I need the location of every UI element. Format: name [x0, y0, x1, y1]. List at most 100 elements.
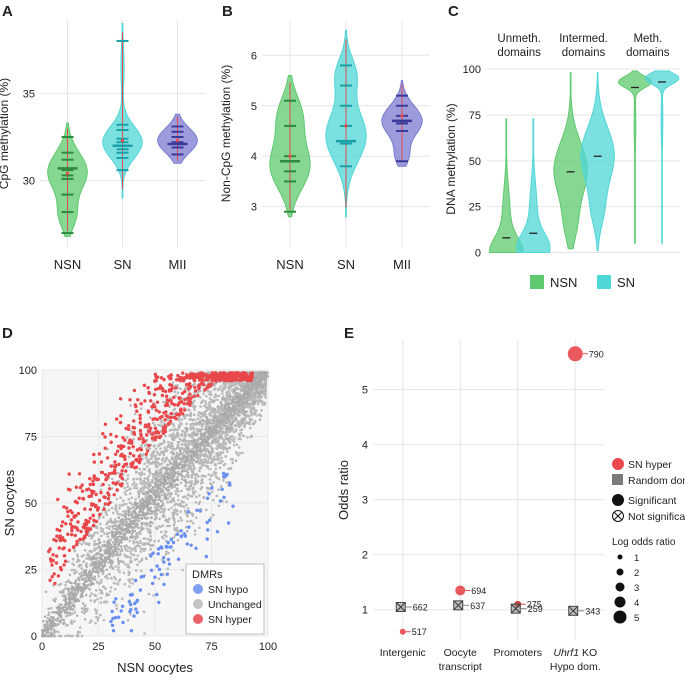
unchanged-point [67, 560, 70, 563]
sn-hyper-point [66, 514, 70, 518]
unchanged-point [214, 475, 218, 478]
sn-hyper-point [128, 451, 132, 456]
unchanged-point [179, 516, 182, 520]
sn-hyper-point [112, 465, 117, 469]
facet-strip-label: Intermed. [559, 33, 608, 45]
unchanged-point [191, 384, 195, 387]
unchanged-point [159, 473, 163, 477]
unchanged-point [89, 576, 92, 579]
unchanged-point [154, 454, 157, 458]
unchanged-point [260, 401, 264, 404]
unchanged-point [233, 408, 236, 411]
unchanged-point [164, 498, 168, 501]
unchanged-point [236, 414, 239, 417]
unchanged-point [231, 438, 234, 442]
unchanged-point [175, 446, 179, 450]
unchanged-point [99, 547, 102, 550]
unchanged-point [159, 525, 162, 529]
unchanged-point [152, 493, 155, 496]
unchanged-point [96, 618, 100, 622]
facet-strip-label: domains [562, 47, 606, 59]
unchanged-point [134, 547, 137, 550]
unchanged-point [212, 455, 216, 458]
unchanged-point [215, 440, 219, 444]
unchanged-point [219, 485, 223, 488]
sn-hyper-point [122, 444, 126, 449]
unchanged-point [127, 526, 131, 529]
unchanged-point [225, 437, 229, 440]
unchanged-point [159, 447, 162, 450]
unchanged-point [116, 550, 119, 554]
unchanged-point [107, 555, 110, 558]
unchanged-point [240, 417, 243, 421]
unchanged-point [104, 511, 107, 514]
unchanged-point [233, 398, 236, 401]
sn-hyper-point [118, 482, 122, 487]
unchanged-point [134, 524, 137, 528]
unchanged-point [191, 418, 195, 422]
sn-hyper-point [123, 454, 127, 458]
unchanged-point [195, 453, 198, 456]
unchanged-point [49, 626, 53, 629]
unchanged-point [139, 547, 143, 550]
unchanged-point [107, 543, 110, 546]
unchanged-point [196, 391, 200, 394]
unchanged-point [206, 408, 209, 411]
unchanged-point [231, 401, 234, 404]
unchanged-point [250, 413, 253, 417]
unchanged-point [57, 619, 61, 623]
unchanged-point [216, 437, 219, 441]
unchanged-point [221, 412, 224, 415]
unchanged-point [47, 607, 50, 610]
unchanged-point [162, 400, 165, 404]
unchanged-point [148, 483, 151, 487]
unchanged-point [250, 398, 253, 401]
unchanged-point [126, 482, 129, 485]
unchanged-point [231, 417, 234, 421]
unchanged-point [233, 389, 236, 393]
unchanged-point [259, 399, 262, 402]
unchanged-point [140, 471, 143, 474]
unchanged-point [148, 523, 151, 526]
unchanged-point [234, 424, 237, 428]
unchanged-point [126, 465, 129, 469]
unchanged-point [121, 526, 124, 529]
unchanged-point [53, 600, 57, 603]
unchanged-point [80, 634, 84, 638]
unchanged-point [84, 564, 88, 567]
unchanged-point [119, 559, 123, 563]
unchanged-point [237, 425, 241, 429]
unchanged-point [200, 423, 204, 426]
unchanged-point [143, 537, 147, 540]
unchanged-point [88, 621, 92, 624]
unchanged-point [166, 567, 170, 571]
unchanged-point [199, 396, 202, 399]
unchanged-point [52, 620, 55, 624]
ytick-label: 25 [469, 202, 481, 214]
unchanged-point [197, 449, 200, 453]
unchanged-point [139, 503, 142, 507]
unchanged-point [249, 426, 252, 430]
unchanged-point [73, 604, 76, 607]
unchanged-point [163, 507, 167, 511]
unchanged-point [200, 428, 204, 431]
unchanged-point [96, 598, 99, 601]
unchanged-point [260, 409, 263, 412]
unchanged-point [182, 469, 185, 472]
unchanged-point [224, 435, 227, 438]
unchanged-point [145, 524, 148, 527]
unchanged-point [83, 612, 86, 615]
unchanged-point [135, 513, 138, 517]
unchanged-point [149, 544, 152, 547]
sn-hyper-point [132, 419, 136, 423]
unchanged-point [193, 408, 196, 411]
unchanged-point [130, 430, 133, 433]
unchanged-point [210, 435, 213, 439]
unchanged-point [252, 400, 256, 403]
unchanged-point [74, 579, 78, 582]
sn-hyper-point [75, 542, 79, 547]
sn-hyper-point [124, 469, 128, 473]
unchanged-point [90, 619, 93, 622]
unchanged-point [154, 526, 158, 530]
unchanged-point [224, 381, 227, 385]
